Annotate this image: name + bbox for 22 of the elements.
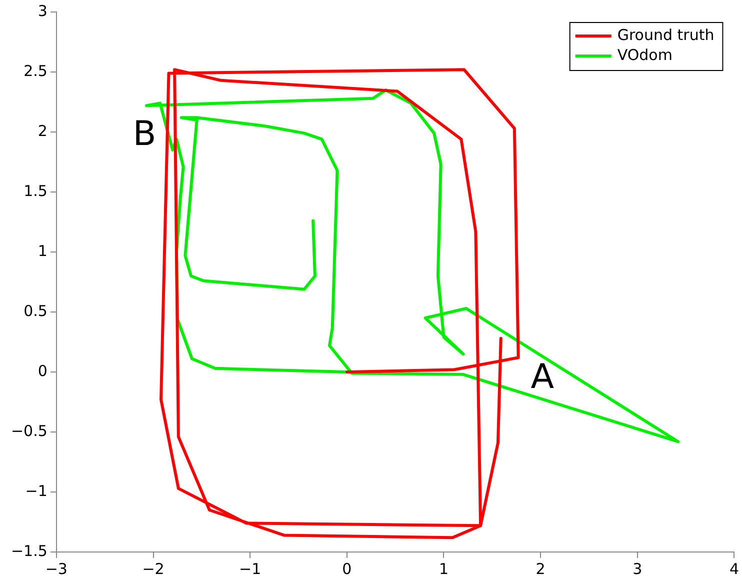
y-tick-label: 1.5	[24, 182, 48, 200]
legend-label: Ground truth	[617, 26, 714, 44]
x-tick-label: 1	[438, 560, 449, 578]
y-tick-label: 2.5	[24, 62, 48, 80]
x-tick-label: −3	[45, 560, 68, 578]
x-tick-label: 2	[536, 560, 546, 578]
annotation: B	[132, 114, 156, 154]
y-tick-label: 0	[38, 362, 48, 380]
x-tick-label: −2	[142, 560, 164, 578]
y-tick-label: 3	[38, 2, 48, 20]
y-tick-label: −1.5	[10, 542, 48, 560]
x-tick-label: 0	[342, 560, 352, 578]
legend-label: VOdom	[617, 46, 672, 64]
x-tick-label: 3	[632, 560, 642, 578]
y-tick-label: −0.5	[10, 422, 48, 440]
annotation: A	[530, 357, 554, 398]
y-tick-label: −1	[25, 482, 48, 500]
y-tick-label: 2	[38, 122, 48, 140]
y-tick-label: 1	[38, 242, 48, 260]
x-tick-label: 4	[729, 560, 739, 578]
y-tick-label: 0.5	[24, 302, 48, 320]
x-tick-label: −1	[239, 560, 262, 578]
